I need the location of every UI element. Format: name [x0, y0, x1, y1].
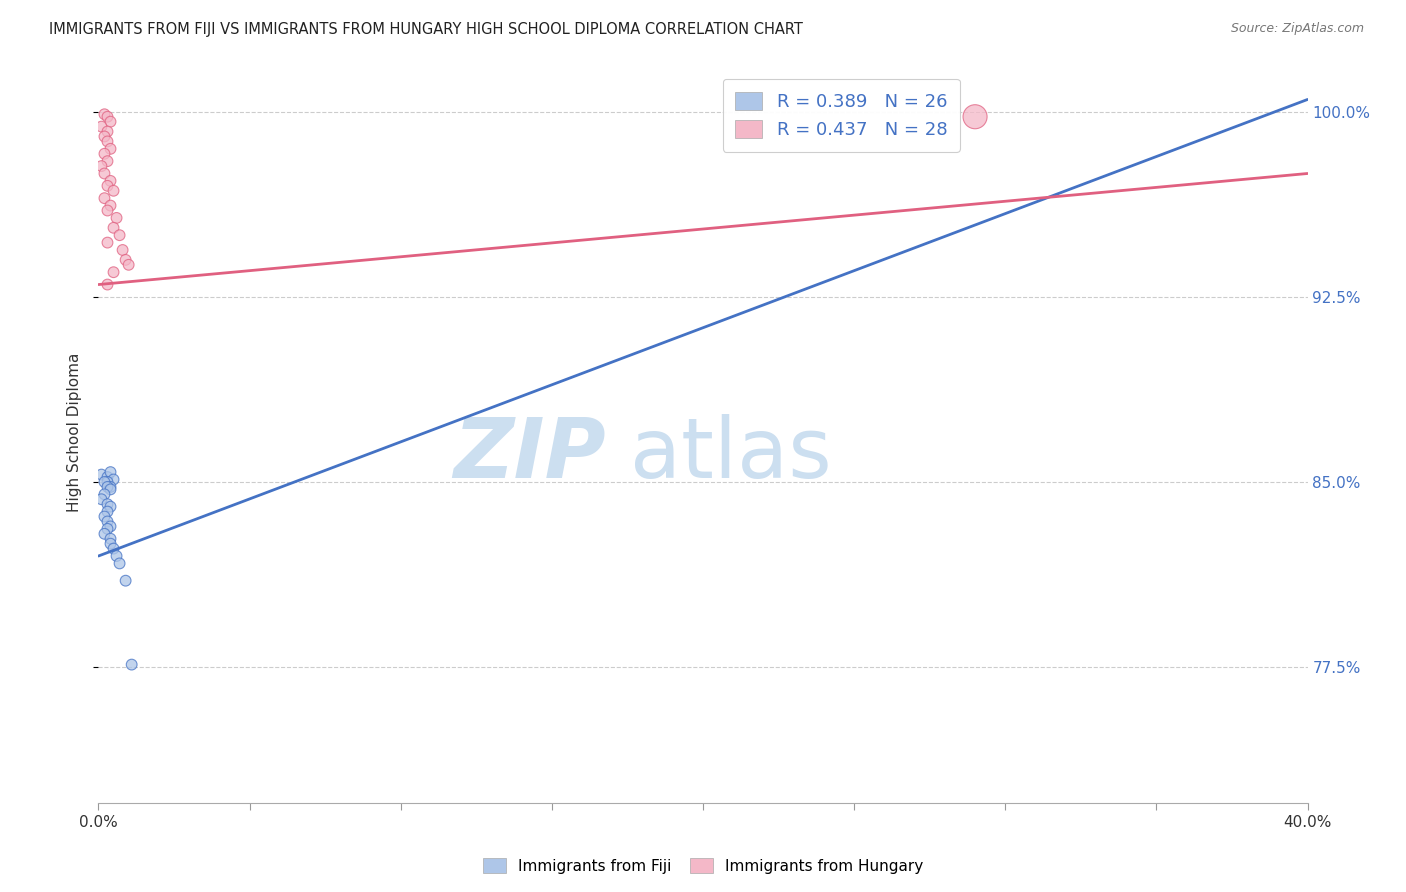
Point: [108, 228, 131, 243]
Text: ZIP: ZIP: [454, 414, 606, 495]
Point: [93, 475, 115, 489]
Point: [93, 129, 115, 144]
Point: [96, 154, 118, 169]
Point: [100, 114, 122, 128]
Point: [96, 497, 118, 511]
Point: [100, 483, 122, 497]
Point: [100, 198, 122, 212]
Point: [96, 505, 118, 519]
Point: [90, 159, 112, 173]
Text: atlas: atlas: [630, 414, 832, 495]
Point: [105, 211, 128, 225]
Point: [96, 124, 118, 138]
Legend: R = 0.389   N = 26, R = 0.437   N = 28: R = 0.389 N = 26, R = 0.437 N = 28: [723, 78, 960, 152]
Point: [96, 480, 118, 494]
Point: [100, 465, 122, 479]
Point: [108, 557, 131, 571]
Point: [114, 574, 136, 588]
Point: [90, 467, 112, 482]
Point: [96, 475, 118, 489]
Point: [96, 203, 118, 218]
Point: [96, 277, 118, 292]
Text: Source: ZipAtlas.com: Source: ZipAtlas.com: [1230, 22, 1364, 36]
Point: [100, 142, 122, 156]
Point: [93, 487, 115, 501]
Point: [100, 537, 122, 551]
Point: [103, 184, 125, 198]
Point: [96, 470, 118, 484]
Point: [121, 657, 143, 672]
Point: [96, 522, 118, 536]
Point: [93, 167, 115, 181]
Point: [100, 532, 122, 546]
Point: [96, 515, 118, 529]
Y-axis label: High School Diploma: High School Diploma: [67, 353, 83, 512]
Point: [103, 473, 125, 487]
Point: [965, 110, 987, 124]
Point: [103, 265, 125, 279]
Point: [100, 500, 122, 514]
Point: [90, 492, 112, 507]
Point: [103, 541, 125, 556]
Point: [100, 519, 122, 533]
Point: [93, 146, 115, 161]
Point: [111, 243, 134, 257]
Point: [93, 107, 115, 121]
Point: [96, 110, 118, 124]
Point: [103, 220, 125, 235]
Point: [93, 191, 115, 205]
Point: [100, 480, 122, 494]
Point: [93, 509, 115, 524]
Text: IMMIGRANTS FROM FIJI VS IMMIGRANTS FROM HUNGARY HIGH SCHOOL DIPLOMA CORRELATION : IMMIGRANTS FROM FIJI VS IMMIGRANTS FROM …: [49, 22, 803, 37]
Point: [100, 174, 122, 188]
Point: [96, 135, 118, 149]
Point: [96, 235, 118, 250]
Point: [114, 252, 136, 267]
Point: [105, 549, 128, 563]
Point: [96, 178, 118, 193]
Point: [90, 120, 112, 134]
Point: [118, 258, 141, 272]
Point: [93, 526, 115, 541]
Legend: Immigrants from Fiji, Immigrants from Hungary: Immigrants from Fiji, Immigrants from Hu…: [477, 852, 929, 880]
